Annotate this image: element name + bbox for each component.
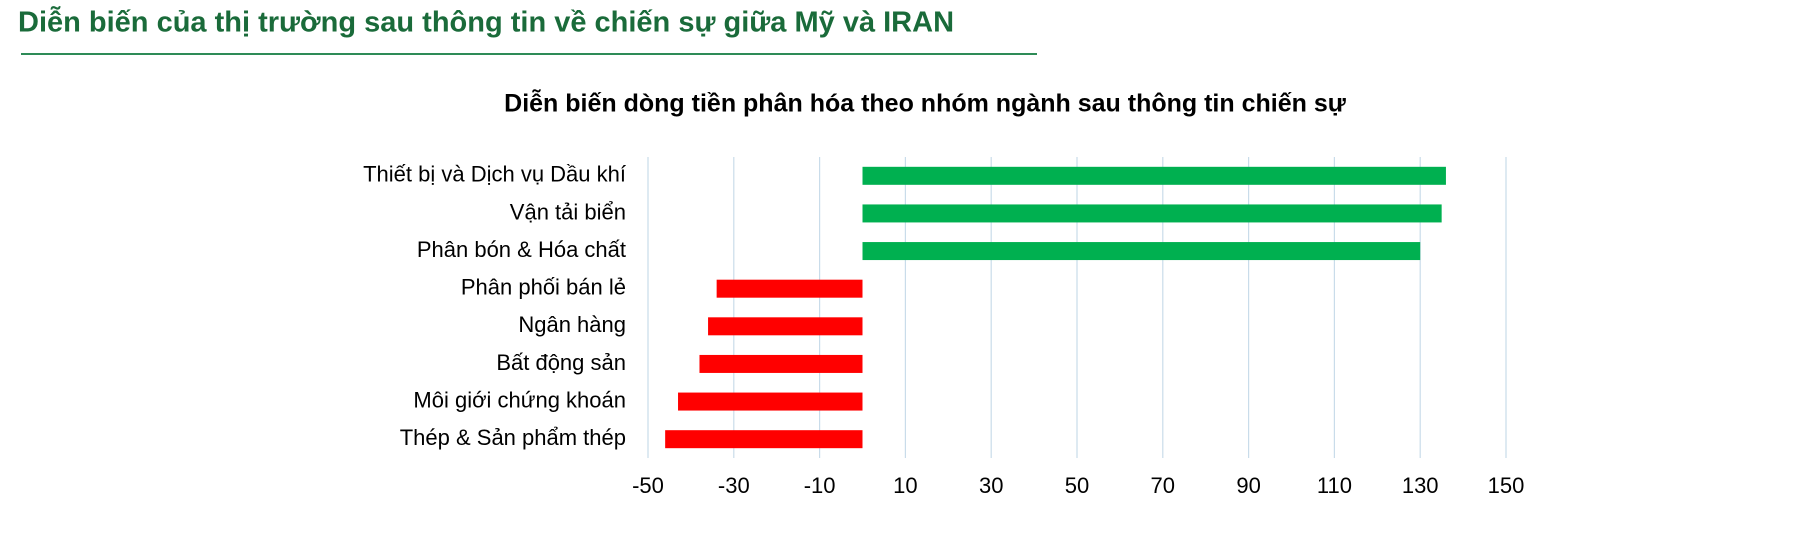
y-tick-label: Môi giới chứng khoán [413,387,626,412]
x-tick-label: -50 [632,473,664,498]
x-tick-label: 50 [1065,473,1089,498]
x-tick-label: 10 [893,473,917,498]
bar [862,242,1421,261]
bar [862,204,1442,223]
y-tick-label: Thiết bị và Dịch vụ Dầu khí [363,162,626,187]
bar [708,317,863,336]
x-tick-label: 150 [1488,473,1525,498]
x-tick-label: 30 [979,473,1003,498]
x-tick-label: -10 [804,473,836,498]
y-tick-label: Phân phối bán lẻ [461,275,626,300]
x-tick-label: 130 [1402,473,1439,498]
y-tick-label: Phân bón & Hóa chất [417,237,626,262]
x-tick-label: 90 [1236,473,1260,498]
y-tick-label: Thép & Sản phẩm thép [400,425,626,450]
x-tick-label: -30 [718,473,750,498]
header-title: Diễn biến của thị trường sau thông tin v… [18,5,954,39]
bar [716,279,863,298]
y-tick-label: Vận tải biển [510,199,626,224]
x-tick-label: 70 [1151,473,1175,498]
bar [862,166,1446,185]
bar [665,430,863,449]
x-tick-label: 110 [1317,473,1352,498]
chart-title: Diễn biến dòng tiền phân hóa theo nhóm n… [504,88,1347,118]
bar [699,354,863,373]
y-tick-label: Bất động sản [496,350,626,375]
bar [678,392,863,411]
y-tick-label: Ngân hàng [518,312,626,337]
